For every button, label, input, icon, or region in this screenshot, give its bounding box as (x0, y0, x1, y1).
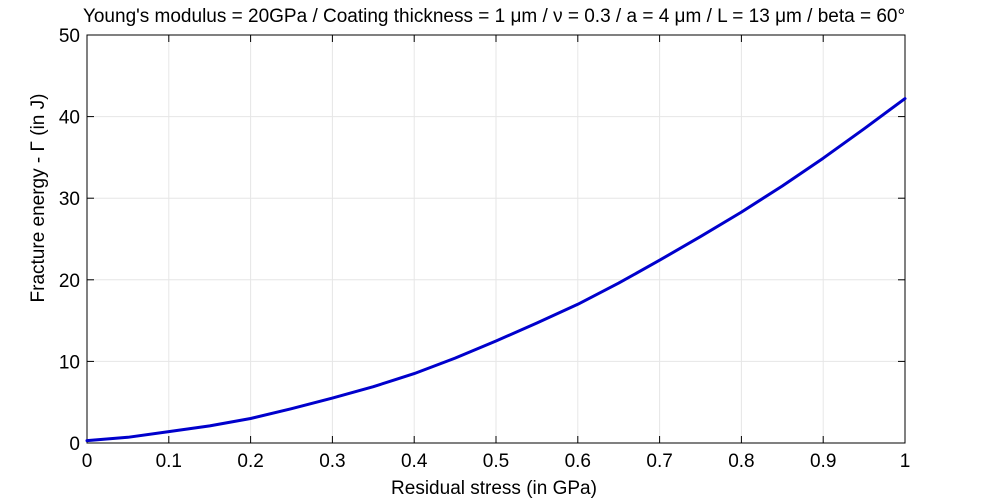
y-axis-label: Fracture energy - Γ (in J) (28, 94, 49, 303)
x-tick-label: 0.2 (237, 451, 263, 472)
x-tick-label: 0.9 (810, 451, 836, 472)
series-layer (85, 97, 907, 443)
x-tick-label: 0.8 (728, 451, 754, 472)
x-tick-label: 0.7 (646, 451, 672, 472)
x-tick-label: 1 (900, 451, 911, 472)
y-tick-label: 20 (59, 271, 80, 292)
x-tick-label: 0.6 (565, 451, 591, 472)
grid-lines (87, 35, 905, 443)
x-tick-label: 0 (82, 451, 93, 472)
x-axis-label: Residual stress (in GPa) (391, 478, 597, 499)
y-tick-label: 40 (59, 108, 80, 129)
x-tick-label: 0.3 (319, 451, 345, 472)
y-tick-label: 10 (59, 352, 80, 373)
y-tick-label: 30 (59, 189, 80, 210)
x-tick-label: 0.1 (156, 451, 182, 472)
x-tick-label: 0.4 (401, 451, 428, 472)
chart-title: Young's modulus = 20GPa / Coating thickn… (83, 6, 905, 27)
series-line-0 (85, 97, 907, 443)
y-tick-label: 50 (59, 26, 80, 47)
y-tick-label: 0 (69, 434, 80, 455)
x-tick-label: 0.5 (483, 451, 509, 472)
